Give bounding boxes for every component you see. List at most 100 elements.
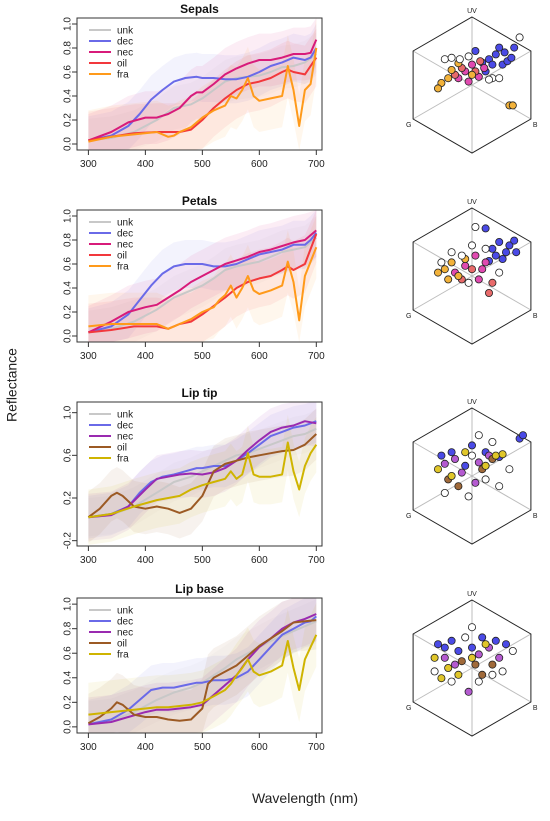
- hexagon-point-dec: [488, 60, 497, 69]
- hexagon-outline: [412, 407, 532, 545]
- y-tick-label: 0.8: [63, 41, 74, 55]
- hexagon-point-oil: [454, 482, 463, 491]
- hexagon-label-b: B: [533, 313, 538, 320]
- legend-label-dec: dec: [117, 37, 133, 48]
- x-axis-label: Wavelength (nm): [0, 790, 550, 806]
- hexagon-point-dec: [507, 53, 516, 62]
- hexagon-point-nec: [474, 275, 483, 284]
- hexagon-point-unk: [447, 53, 456, 62]
- x-tick-label: 700: [308, 351, 325, 362]
- band-unk: [88, 599, 317, 733]
- x-tick-label: 600: [251, 742, 268, 753]
- x-tick-label: 300: [80, 159, 97, 170]
- legend-label-unk: unk: [117, 218, 134, 229]
- legend-label-dec: dec: [117, 617, 133, 628]
- hexagon-point-nec: [478, 265, 487, 274]
- hexagon-point-nec: [450, 454, 459, 463]
- series-line-unk: [88, 427, 317, 519]
- hexagon-point-dec: [447, 636, 456, 645]
- series-line-nec: [87, 229, 317, 334]
- hexagon-plot-2: UV G B: [406, 399, 538, 545]
- hexagon-point-unk: [488, 437, 497, 446]
- hexagon-plot-0: UV G B: [406, 8, 538, 154]
- hexagon-point-unk: [467, 623, 476, 632]
- y-tick-label: 0.2: [63, 491, 74, 505]
- hexagon-outline: [412, 207, 532, 345]
- hexagon-point-unk: [430, 667, 439, 676]
- hexagon-point-unk: [515, 33, 524, 42]
- panel-2: Lip tip 300 400 500 600 700 -0.2 0.2 0.6 1.0 unkde…: [63, 386, 325, 566]
- band-oil: [88, 598, 317, 733]
- y-tick-label: 0.6: [63, 646, 74, 660]
- panel-1: Petals 300 400 500 600 700 0.0 0.2 0.4 0.6 0.8 1.0 u…: [63, 194, 325, 362]
- band-fra: [88, 602, 317, 733]
- hexagon-label-uv: UV: [467, 8, 477, 15]
- hexagon-point-dec: [454, 647, 463, 656]
- hexagon-label-g: G: [406, 705, 411, 712]
- hexagon-point-fra: [430, 653, 439, 662]
- series-line-oil: [88, 233, 318, 334]
- y-tick-label: 0.6: [63, 65, 74, 79]
- hexagon-label-b: B: [533, 705, 538, 712]
- hexagon-point-oil: [484, 288, 493, 297]
- hexagon-point-dec: [505, 241, 514, 250]
- series-line-dec: [88, 47, 318, 142]
- x-axis-label-text: Wavelength (nm): [251, 790, 359, 806]
- hexagon-point-unk: [495, 74, 504, 83]
- y-tick-label: 0.2: [63, 113, 74, 127]
- x-tick-label: 700: [308, 159, 325, 170]
- hexagon-point-dec: [500, 48, 509, 57]
- y-tick-label: 0.8: [63, 233, 74, 247]
- series-line-unk: [88, 236, 317, 334]
- legend-label-dec: dec: [117, 229, 133, 240]
- hexagon-plot-3: UV G B: [406, 591, 538, 737]
- y-tick-label: 0.4: [63, 89, 74, 103]
- panel-3: Lip base 300 400 500 600 700 0.0 0.2 0.4 0.6 0.8 1.…: [63, 582, 325, 753]
- hexagon-point-nec: [440, 653, 449, 662]
- hexagon-label-g: G: [406, 513, 411, 520]
- x-tick-label: 500: [194, 159, 211, 170]
- y-tick-label: 0.6: [63, 257, 74, 271]
- hexagon-point-unk: [457, 251, 466, 260]
- y-tick-label: 1.0: [63, 209, 74, 223]
- hexagon-point-nec: [474, 650, 483, 659]
- x-tick-label: 400: [137, 159, 154, 170]
- hexagon-point-unk: [505, 465, 514, 474]
- x-tick-label: 300: [80, 742, 97, 753]
- hexagon-point-unk: [474, 431, 483, 440]
- hexagon-point-dec: [501, 640, 510, 649]
- hexagon-point-dec: [461, 461, 470, 470]
- series-line-unk: [88, 620, 317, 725]
- band-nec: [88, 598, 317, 733]
- hexagon-label-b: B: [533, 122, 538, 129]
- hexagon-point-unk: [495, 482, 504, 491]
- hexagon-point-dec: [510, 43, 519, 52]
- series-line-oil: [87, 619, 317, 725]
- hexagon-point-unk: [471, 222, 480, 231]
- hexagon-point-dec: [495, 43, 504, 52]
- series-line-fra: [88, 634, 318, 716]
- band-dec: [88, 598, 317, 733]
- y-tick-label: 0.8: [63, 621, 74, 635]
- hexagon-point-unk: [464, 52, 473, 61]
- legend-label-fra: fra: [117, 262, 129, 273]
- legend-label-fra: fra: [117, 70, 129, 81]
- legend-label-nec: nec: [117, 432, 133, 443]
- plot-frame: [76, 597, 323, 734]
- hexagon-point-nec: [450, 660, 459, 669]
- y-tick-label: 0.4: [63, 281, 74, 295]
- legend-label-unk: unk: [117, 410, 134, 421]
- band-unk: [88, 216, 317, 342]
- hexagon-label-uv: UV: [467, 199, 477, 206]
- hexagon-point-dec: [495, 237, 504, 246]
- series-line-nec: [88, 39, 318, 142]
- hexagon-point-unk: [495, 268, 504, 277]
- panel-title: Lip tip: [182, 386, 218, 400]
- legend-label-nec: nec: [117, 240, 133, 251]
- hexagon-point-nec: [467, 60, 476, 69]
- hexagon-point-fra: [433, 465, 442, 474]
- series-line-nec: [88, 613, 317, 726]
- hexagon-point-unk: [481, 475, 490, 484]
- y-tick-label: -0.2: [63, 532, 74, 550]
